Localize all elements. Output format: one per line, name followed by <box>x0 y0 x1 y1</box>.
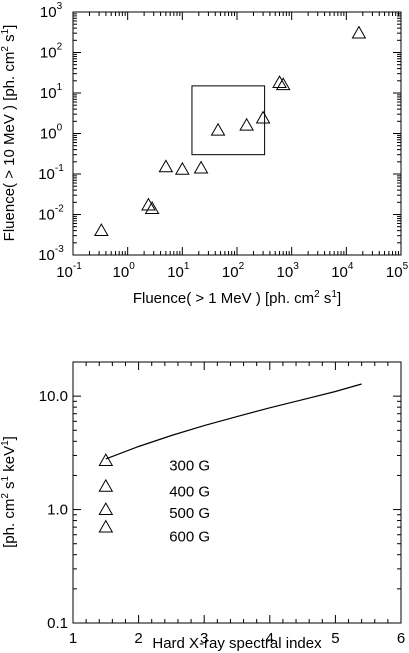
data-point-triangle <box>98 453 114 467</box>
y-tick-label: 10-1 <box>38 163 64 183</box>
x-tick-label: 4 <box>266 630 274 647</box>
data-point-triangle <box>98 502 114 515</box>
y-tick-label: 0.1 <box>47 615 68 632</box>
bottom-ticks <box>72 361 402 624</box>
top-tick-labels: 10-1 100 101 102 103 104 105 10-3 10-2 10-1 100 101… <box>38 1 408 281</box>
top-y-axis-label: Fluence( > 10 MeV ) [ph. cm2 s1] <box>0 25 18 242</box>
y-tick-label: 10.0 <box>39 388 68 405</box>
y-tick-label: 103 <box>40 1 63 21</box>
y-tick-label: 1.0 <box>47 502 68 519</box>
data-point-triangle <box>174 161 190 175</box>
y-tick-label: 10-2 <box>38 204 64 224</box>
data-point-triangle <box>158 159 174 173</box>
x-tick-label: 10-1 <box>56 261 82 281</box>
model-curve <box>105 383 362 460</box>
x-tick-label: 1 <box>69 630 77 647</box>
data-point-triangle <box>93 223 109 236</box>
bottom-plot-frame <box>72 361 402 624</box>
top-ticks <box>72 12 401 256</box>
x-tick-label: 3 <box>200 630 208 647</box>
top-plot-frame <box>72 11 402 256</box>
data-point-triangle <box>141 197 156 211</box>
x-tick-label: 6 <box>397 630 405 647</box>
x-tick-label: 2 <box>134 630 142 647</box>
field-strength-label: 500 G <box>169 505 210 522</box>
data-point-triangle <box>351 25 367 39</box>
x-tick-label: 5 <box>331 630 339 647</box>
bottom-data-points <box>98 453 114 533</box>
y-tick-label: 102 <box>40 42 63 62</box>
top-x-axis-label: Fluence( > 1 MeV ) [ph. cm2 s1] <box>133 289 341 307</box>
data-point-triangle <box>275 77 291 91</box>
bottom-tick-labels: 1 2 3 4 5 6 0.1 1.0 10.0 <box>39 388 405 647</box>
x-tick-label: 105 <box>386 261 409 281</box>
field-strength-label: 600 G <box>169 528 210 545</box>
data-point-triangle <box>272 75 287 89</box>
field-strength-label: 400 G <box>169 483 210 500</box>
bottom-panel: 1 2 3 4 5 6 0.1 1.0 10.0 300 G 400 G 500 G 600 G Ha… <box>0 361 405 652</box>
x-tick-label: 102 <box>222 261 245 281</box>
data-point-triangle <box>239 117 254 131</box>
highlight-box <box>191 85 266 156</box>
data-point-triangle <box>98 478 114 492</box>
y-tick-label: 100 <box>40 123 63 143</box>
bottom-x-axis-label: Hard X-ray spectral index <box>152 635 322 652</box>
data-point-triangle <box>255 110 271 124</box>
y-tick-label: 101 <box>40 82 63 102</box>
top-panel: 10-1 100 101 102 103 104 105 10-3 10-2 10-1 100 101… <box>0 1 409 307</box>
data-point-triangle <box>193 160 209 174</box>
x-tick-label: 104 <box>331 261 354 281</box>
y-tick-label: 10-3 <box>38 244 64 264</box>
x-tick-label: 101 <box>167 261 190 281</box>
x-tick-label: 103 <box>277 261 300 281</box>
data-point-triangle <box>144 201 160 214</box>
field-strength-label: 300 G <box>169 457 210 474</box>
field-strength-labels: 300 G 400 G 500 G 600 G <box>169 457 210 545</box>
x-tick-label: 100 <box>113 261 136 281</box>
bottom-y-axis-label: [ph. cm2 s1 keV1] <box>0 436 18 548</box>
top-data-points <box>93 25 367 236</box>
data-point-triangle <box>98 519 114 533</box>
data-point-triangle <box>210 122 226 136</box>
